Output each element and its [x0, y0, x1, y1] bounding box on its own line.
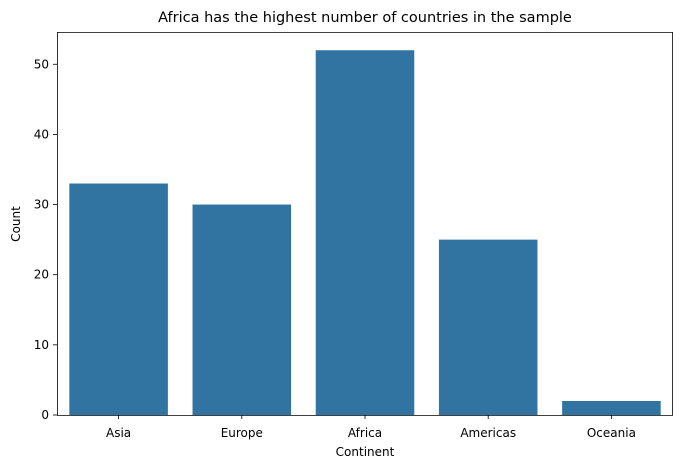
- y-tick-label: 0: [41, 408, 49, 422]
- bar-europe: [192, 204, 292, 415]
- y-tick-label: 40: [34, 127, 49, 141]
- x-tick-label: Europe: [221, 426, 263, 440]
- y-tick-label: 20: [34, 268, 49, 282]
- x-tick-label: Oceania: [587, 426, 636, 440]
- bars-group: [69, 50, 661, 415]
- chart-title: Africa has the highest number of countri…: [158, 10, 572, 26]
- x-tick-label: Americas: [460, 426, 516, 440]
- x-tick-label: Africa: [348, 426, 382, 440]
- x-axis-label: Continent: [336, 445, 395, 459]
- bar-oceania: [562, 400, 661, 415]
- x-tick-label: Asia: [106, 426, 131, 440]
- y-axis-ticks: 0 10 20 30 40 50: [34, 57, 57, 422]
- bar-asia: [69, 183, 168, 415]
- y-tick-label: 30: [34, 198, 49, 212]
- y-tick-label: 50: [34, 57, 49, 71]
- x-axis-ticks: Asia Europe Africa Americas Oceania: [106, 415, 636, 440]
- bar-americas: [438, 239, 538, 415]
- y-axis-label: Count: [9, 206, 23, 242]
- bar-africa: [315, 50, 415, 415]
- y-tick-label: 10: [34, 338, 49, 352]
